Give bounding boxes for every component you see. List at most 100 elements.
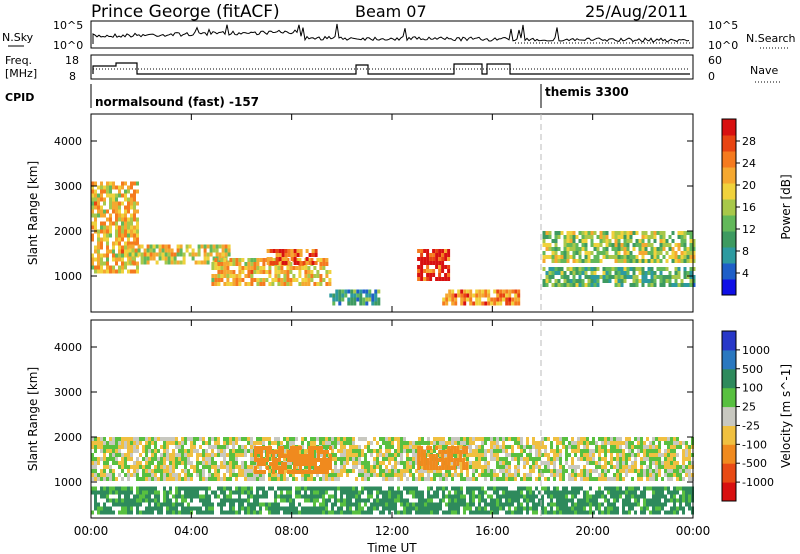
vel-echoes-cell bbox=[208, 441, 211, 445]
vel-echoes-cell bbox=[475, 461, 478, 465]
vel-echoes-cell bbox=[613, 510, 616, 515]
vel-echoes-cell bbox=[427, 469, 430, 473]
vel-echoes-cell bbox=[328, 498, 331, 503]
time-axis-label: Time UT bbox=[366, 541, 417, 554]
power-echoes-cell bbox=[475, 293, 479, 298]
vel-echoes-cell bbox=[391, 477, 394, 481]
power-echoes-cell bbox=[118, 237, 121, 242]
power-echoes-cell bbox=[256, 282, 260, 286]
vel-echoes-cell bbox=[364, 465, 367, 469]
vel-echoes-cell bbox=[505, 494, 508, 499]
vel-echoes-cell bbox=[499, 486, 502, 491]
power-echoes-cell bbox=[253, 270, 257, 274]
vel-echoes-cell bbox=[214, 437, 217, 441]
vel-echoes-cell bbox=[223, 445, 226, 449]
vel-echoes-cell bbox=[278, 450, 281, 454]
vel-echoes-cell bbox=[157, 449, 160, 453]
power-echoes-cell bbox=[136, 209, 139, 214]
vel-echoes-cell bbox=[676, 445, 679, 449]
vel-echoes-cell bbox=[304, 506, 307, 511]
vel-echoes-cell bbox=[673, 510, 676, 515]
vel-echoes-cell bbox=[529, 457, 532, 461]
vel-echoes-cell bbox=[142, 494, 145, 499]
power-echoes-cell bbox=[232, 258, 236, 262]
power-echoes-cell bbox=[130, 241, 133, 246]
vel-echoes-cell bbox=[432, 454, 436, 458]
vel-echoes-cell bbox=[166, 469, 169, 473]
vel-echoes-cell bbox=[250, 477, 253, 481]
vel-echoes-cell bbox=[178, 486, 181, 491]
vel-echoes-cell bbox=[571, 465, 574, 469]
vel-echoes-cell bbox=[580, 510, 583, 515]
power-echoes-cell bbox=[692, 247, 696, 251]
power-echoes-cell bbox=[650, 243, 654, 247]
vel-echoes-cell bbox=[613, 465, 616, 469]
vel-echoes-cell bbox=[577, 449, 580, 453]
power-echoes-cell bbox=[133, 241, 136, 246]
power-echoes-cell bbox=[423, 261, 427, 265]
vel-echoes-cell bbox=[685, 473, 688, 477]
vel-echoes-cell bbox=[496, 498, 499, 503]
vel-echoes-cell bbox=[151, 469, 154, 473]
power-echoes-cell bbox=[341, 289, 345, 294]
vel-echoes-cell bbox=[514, 506, 517, 511]
power-echoes-cell bbox=[420, 277, 424, 281]
vel-echoes-cell bbox=[127, 477, 130, 481]
power-echoes-cell bbox=[359, 301, 363, 306]
vel-echoes-cell bbox=[244, 498, 247, 503]
vel-echoes-cell bbox=[631, 453, 634, 457]
vel-echoes-cell bbox=[418, 473, 421, 477]
vel-echoes-cell bbox=[469, 437, 472, 441]
vel-echoes-cell bbox=[169, 490, 172, 495]
vel-echoes-cell bbox=[304, 477, 307, 481]
vel-echoes-cell bbox=[601, 502, 604, 507]
vel-echoes-cell bbox=[685, 453, 688, 457]
power-echoes-cell bbox=[124, 229, 127, 234]
vel-echoes-cell bbox=[550, 510, 553, 515]
vel-echoes-cell bbox=[643, 453, 646, 457]
vel-echoes-cell bbox=[361, 453, 364, 457]
vel-echoes-cell bbox=[652, 473, 655, 477]
power-echoes-cell bbox=[514, 289, 518, 294]
vel-echoes-cell bbox=[640, 461, 643, 465]
power-echoes-cell bbox=[259, 278, 263, 282]
power-echoes-cell bbox=[170, 256, 174, 261]
vel-echoes-cell bbox=[283, 477, 286, 481]
vel-echoes-cell bbox=[625, 437, 628, 441]
vel-echoes-cell bbox=[592, 502, 595, 507]
power-echoes-cell bbox=[650, 267, 654, 271]
vel-echoes-cell bbox=[286, 490, 289, 495]
power-echoes-cell bbox=[563, 255, 567, 259]
vel-echoes-cell bbox=[493, 449, 496, 453]
vel-echoes-cell bbox=[430, 449, 433, 453]
power-echoes-cell bbox=[608, 255, 612, 259]
vel-echoes-cell bbox=[358, 490, 361, 495]
vel-echoes-cell bbox=[190, 465, 193, 469]
vel-echoes-cell bbox=[432, 466, 436, 470]
vel-echoes-cell bbox=[631, 465, 634, 469]
power-echoes-cell bbox=[91, 205, 94, 210]
vel-echoes-cell bbox=[640, 437, 643, 441]
vel-echoes-cell bbox=[145, 506, 148, 511]
vel-echoes-cell bbox=[529, 477, 532, 481]
power-echoes-cell bbox=[578, 271, 582, 275]
vel-echoes-cell bbox=[430, 494, 433, 499]
vel-echoes-cell bbox=[622, 490, 625, 495]
power-echoes-cell bbox=[626, 243, 630, 247]
vel-echoes-cell bbox=[640, 469, 643, 473]
vel-echoes-cell bbox=[670, 441, 673, 445]
vel-echoes-cell bbox=[643, 502, 646, 507]
vel-echoes-cell bbox=[208, 477, 211, 481]
vel-echoes-cell bbox=[646, 469, 649, 473]
power-echoes-cell bbox=[641, 267, 645, 271]
vel-echoes-cell bbox=[523, 465, 526, 469]
vel-echoes-cell bbox=[655, 473, 658, 477]
vel-echoes-cell bbox=[94, 461, 97, 465]
vel-echoes-cell bbox=[532, 461, 535, 465]
vel-echoes-cell bbox=[685, 465, 688, 469]
power-echoes-cell bbox=[608, 271, 612, 275]
vel-echoes-cell bbox=[320, 450, 323, 454]
vel-echoes-cell bbox=[130, 498, 133, 503]
vel-echoes-cell bbox=[121, 477, 124, 481]
y-tick-label: 1000 bbox=[54, 270, 82, 283]
